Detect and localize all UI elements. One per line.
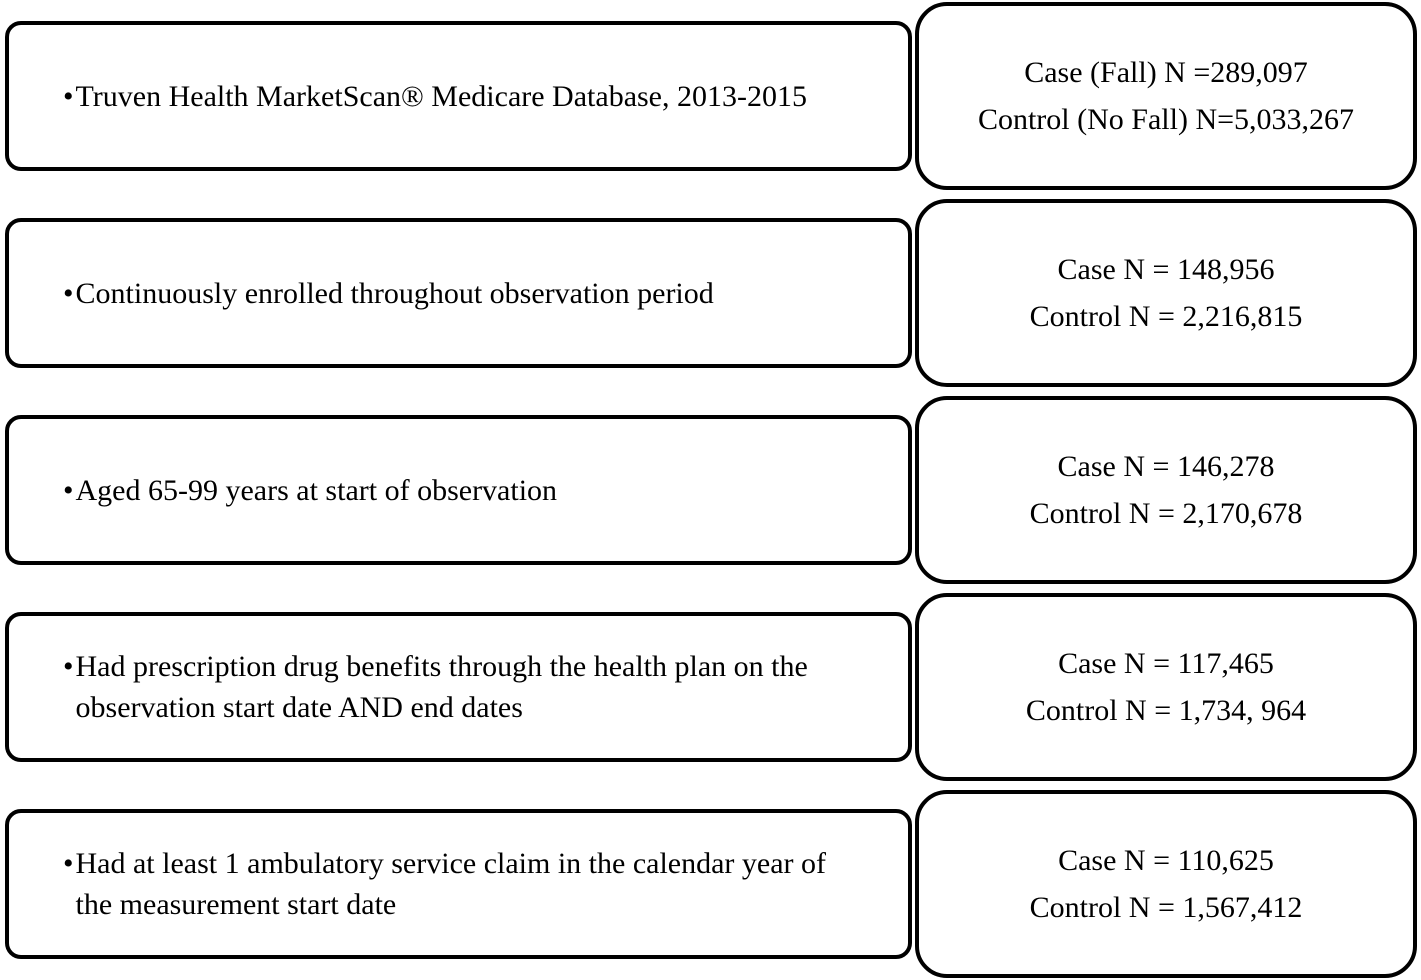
case-count: Case N = 117,465 [1058,647,1274,680]
criteria-box-3: • Aged 65-99 years at start of observati… [5,415,912,565]
count-box-2: Case N = 148,956 Control N = 2,216,815 [915,199,1417,387]
bullet-icon: • [63,650,74,683]
criteria-box-5: • Had at least 1 ambulatory service clai… [5,809,912,959]
count-box-5: Case N = 110,625 Control N = 1,567,412 [915,790,1417,978]
criteria-text: Had at least 1 ambulatory service claim … [75,847,827,921]
bullet-icon: • [63,79,74,113]
criteria-text: Had prescription drug benefits through t… [75,650,808,724]
bullet-icon: • [63,473,74,507]
flow-row-5: • Had at least 1 ambulatory service clai… [0,790,1421,978]
case-count: Case (Fall) N =289,097 [1024,56,1308,89]
bullet-icon: • [63,276,74,310]
case-count: Case N = 148,956 [1057,253,1275,286]
criteria-line: • Aged 65-99 years at start of observati… [63,470,557,511]
control-count: Control (No Fall) N=5,033,267 [977,103,1355,136]
criteria-line: • Had prescription drug benefits through… [63,646,863,728]
criteria-text: Continuously enrolled throughout observa… [75,276,714,310]
flow-row-4: • Had prescription drug benefits through… [0,593,1421,781]
flow-row-3: • Aged 65-99 years at start of observati… [0,396,1421,584]
criteria-line: • Truven Health MarketScan® Medicare Dat… [63,76,807,117]
count-box-3: Case N = 146,278 Control N = 2,170,678 [915,396,1417,584]
case-count: Case N = 110,625 [1058,844,1274,877]
case-count: Case N = 146,278 [1057,450,1275,483]
control-count: Control N = 1,567,412 [1029,891,1303,924]
criteria-text: Aged 65-99 years at start of observation [75,473,558,507]
count-box-4: Case N = 117,465 Control N = 1,734, 964 [915,593,1417,781]
criteria-box-2: • Continuously enrolled throughout obser… [5,218,912,368]
count-box-1: Case (Fall) N =289,097 Control (No Fall)… [915,2,1417,190]
control-count: Control N = 1,734, 964 [1025,694,1307,727]
criteria-text: Truven Health MarketScan® Medicare Datab… [75,79,807,113]
control-count: Control N = 2,170,678 [1029,497,1303,530]
flow-row-2: • Continuously enrolled throughout obser… [0,199,1421,387]
control-count: Control N = 2,216,815 [1029,300,1303,333]
criteria-box-4: • Had prescription drug benefits through… [5,612,912,762]
criteria-box-1: • Truven Health MarketScan® Medicare Dat… [5,21,912,171]
flow-row-1: • Truven Health MarketScan® Medicare Dat… [0,2,1421,190]
bullet-icon: • [63,847,74,880]
criteria-line: • Continuously enrolled throughout obser… [63,273,714,314]
criteria-line: • Had at least 1 ambulatory service clai… [63,843,863,925]
